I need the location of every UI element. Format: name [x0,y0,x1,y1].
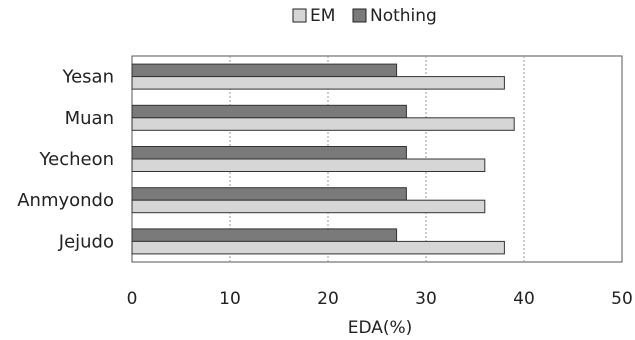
bar-em [131,240,505,255]
bar-em [131,199,486,214]
bar-nothing [131,228,398,242]
x-axis-label: EDA(%) [348,318,413,338]
legend: EM Nothing [292,6,437,26]
bars [131,63,515,255]
category-label: Yecheon [39,149,114,170]
x-axis-ticks: 0 10 20 30 40 50 [127,289,633,309]
bar-nothing [131,146,407,160]
category-label: Jejudo [58,231,114,252]
legend-swatch [292,8,307,23]
x-tick-label: 50 [611,289,633,309]
x-tick-label: 0 [127,289,138,309]
y-axis-labels: Yesan Muan Yecheon Anmyondo Jejudo [17,67,114,253]
bar-nothing [131,187,407,201]
x-tick-label: 30 [415,289,437,309]
x-tick-label: 20 [317,289,339,309]
bar-em [131,117,515,131]
bar-nothing [131,104,407,119]
legend-label: Nothing [370,6,437,26]
legend-swatch [352,8,367,23]
category-label: Anmyondo [17,190,114,211]
category-label: Yesan [62,67,115,88]
x-tick-label: 40 [513,289,535,309]
bar-nothing [131,63,398,78]
bar-em [131,158,486,172]
category-label: Muan [65,108,114,129]
legend-label: EM [310,6,335,26]
x-tick-label: 10 [219,289,241,309]
bar-em [131,76,505,90]
